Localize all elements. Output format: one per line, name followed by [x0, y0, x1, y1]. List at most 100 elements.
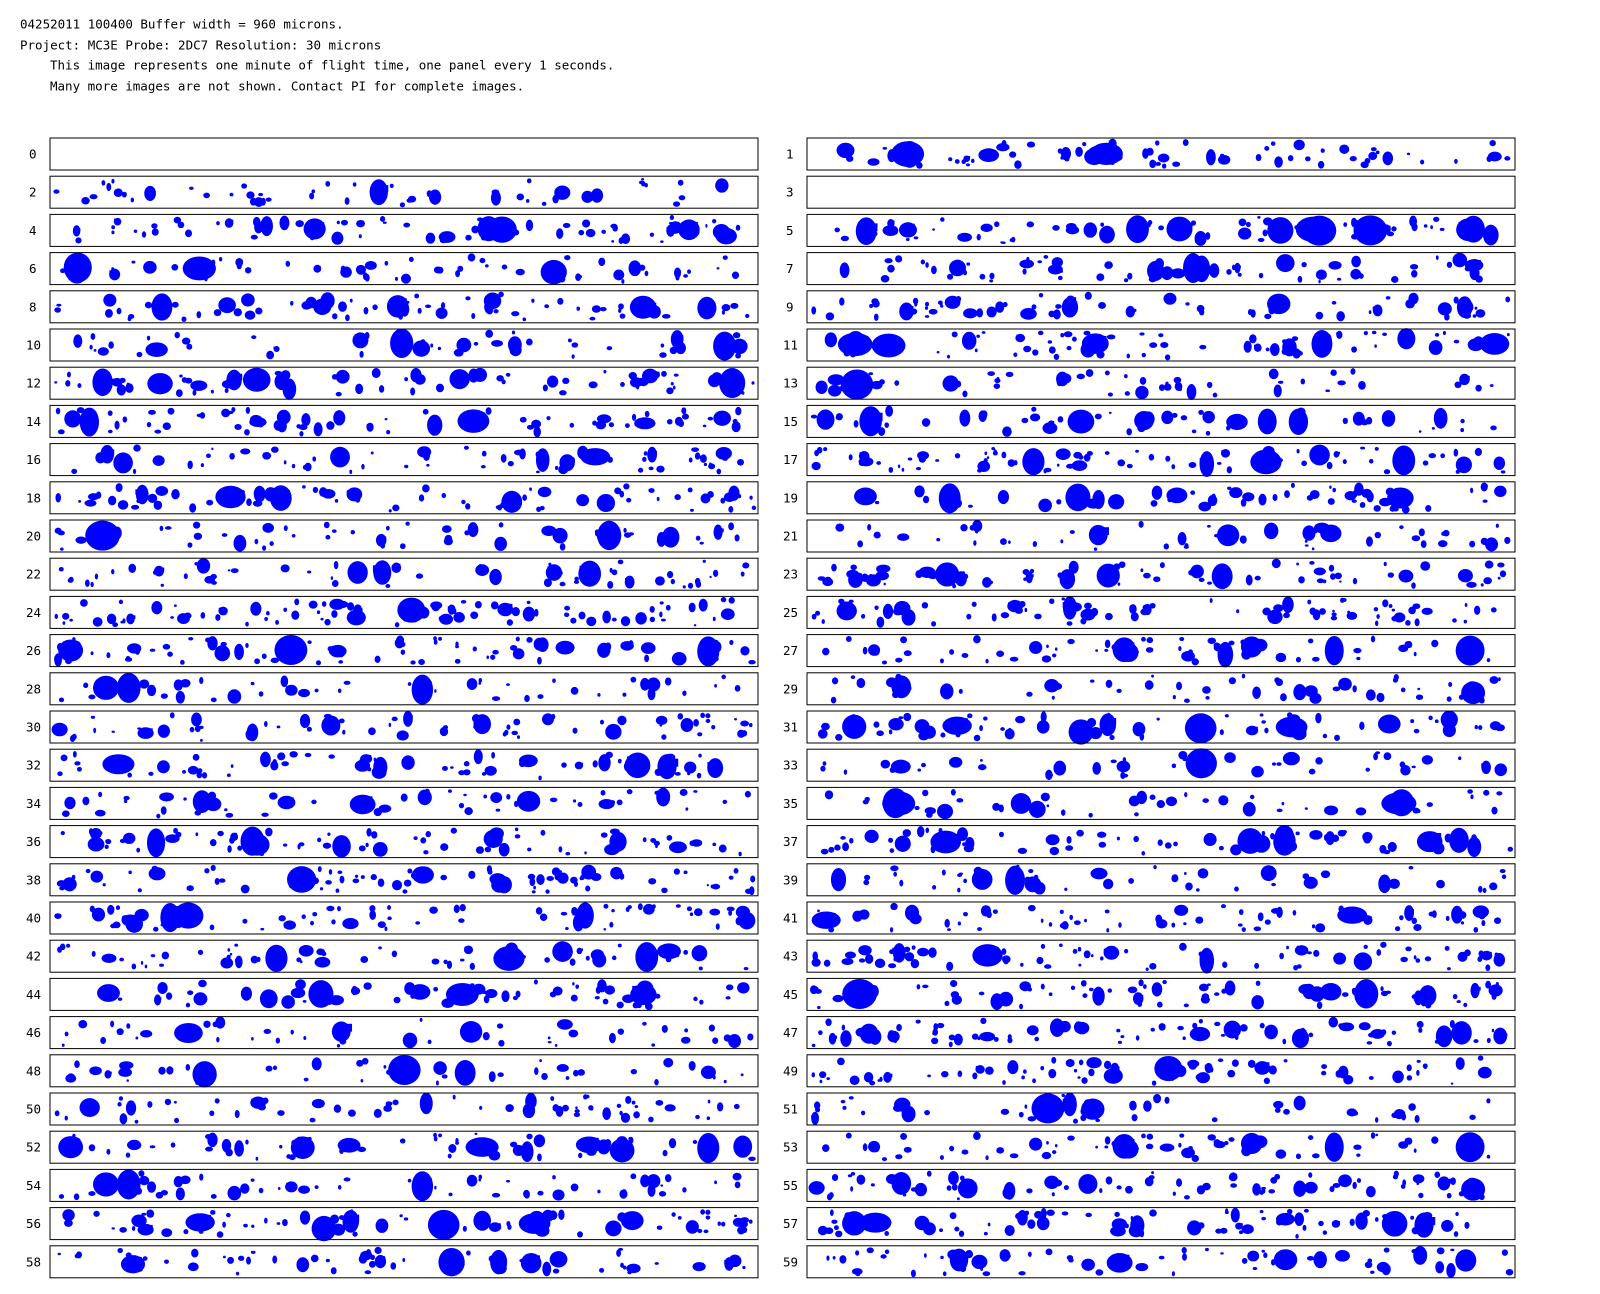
particle [958, 264, 963, 268]
particle [1188, 1146, 1193, 1151]
particle [654, 1079, 658, 1085]
particle [1372, 331, 1376, 334]
particle [1471, 1150, 1478, 1155]
particle [664, 793, 669, 798]
particle [1211, 494, 1216, 502]
particle [496, 341, 499, 344]
particle [1330, 1020, 1333, 1023]
particle [1470, 488, 1473, 494]
particle [1352, 1182, 1356, 1189]
particle [891, 1172, 911, 1195]
particle [1230, 844, 1241, 855]
particle [604, 928, 606, 931]
particle [98, 792, 102, 797]
particle [439, 614, 453, 625]
particle [255, 308, 262, 315]
particle [1078, 149, 1081, 151]
particle [1399, 915, 1403, 920]
particle [102, 349, 105, 352]
particle [382, 806, 386, 809]
particle [1195, 916, 1203, 923]
particle [871, 381, 883, 389]
particle [92, 951, 96, 957]
particle [1249, 640, 1257, 647]
particle [176, 1190, 180, 1193]
particle [1352, 499, 1357, 502]
particle [869, 1081, 875, 1086]
panel-label: 55 [783, 1178, 798, 1193]
particle [661, 371, 667, 377]
particle [515, 828, 518, 832]
particle [951, 789, 956, 796]
particle [1357, 1178, 1361, 1183]
particle [867, 956, 871, 959]
particle [1104, 946, 1120, 960]
particle [994, 383, 1001, 389]
particle [692, 1063, 695, 1066]
particle [1046, 1141, 1049, 1145]
particle [734, 868, 739, 874]
particle [1447, 715, 1452, 719]
particle [257, 373, 265, 380]
particle [547, 376, 558, 388]
particle [1388, 717, 1396, 724]
particle [316, 1100, 320, 1104]
particle [1124, 374, 1128, 378]
particle [1454, 159, 1458, 164]
particle [812, 911, 841, 928]
particle [171, 264, 178, 271]
particle [292, 534, 296, 538]
particle [1478, 1055, 1484, 1060]
particle [74, 415, 79, 419]
particle [1167, 295, 1172, 299]
particle [161, 806, 167, 815]
particle [951, 380, 956, 384]
particle [1034, 805, 1039, 809]
particle [129, 916, 134, 920]
particle [462, 341, 467, 345]
particle [1250, 336, 1253, 338]
particle-image [55, 483, 756, 513]
particle [1419, 430, 1422, 433]
particle [173, 491, 177, 494]
particle [334, 450, 342, 457]
particle [1073, 564, 1077, 567]
panel-label: 5 [786, 223, 794, 238]
particle [408, 682, 412, 686]
particle [531, 299, 534, 303]
particle [1209, 414, 1212, 417]
panel-label: 11 [783, 338, 798, 353]
particle [174, 1101, 177, 1104]
particle [560, 543, 566, 551]
particle [814, 1101, 820, 1109]
particle [894, 1186, 898, 1188]
particle [952, 576, 958, 581]
particle [1127, 354, 1130, 359]
particle [1053, 849, 1056, 851]
particle [1414, 1149, 1417, 1153]
particle [903, 829, 911, 837]
particle [56, 304, 61, 307]
particle [277, 378, 282, 382]
particle [378, 946, 382, 949]
particle [1309, 561, 1314, 565]
particle [1259, 273, 1263, 278]
particle [408, 1179, 412, 1183]
particle [380, 768, 385, 772]
particle [78, 537, 81, 540]
particle [1036, 644, 1040, 648]
particle [1239, 909, 1244, 915]
particle [393, 505, 396, 508]
particle [225, 388, 229, 393]
particle [257, 957, 261, 962]
particle [625, 618, 628, 621]
particle [603, 370, 606, 374]
particle [381, 1222, 385, 1226]
particle [605, 1111, 608, 1114]
particle [1493, 677, 1496, 680]
particle [500, 879, 507, 885]
particle [173, 828, 178, 834]
particle [1264, 728, 1268, 734]
particle [830, 336, 835, 340]
